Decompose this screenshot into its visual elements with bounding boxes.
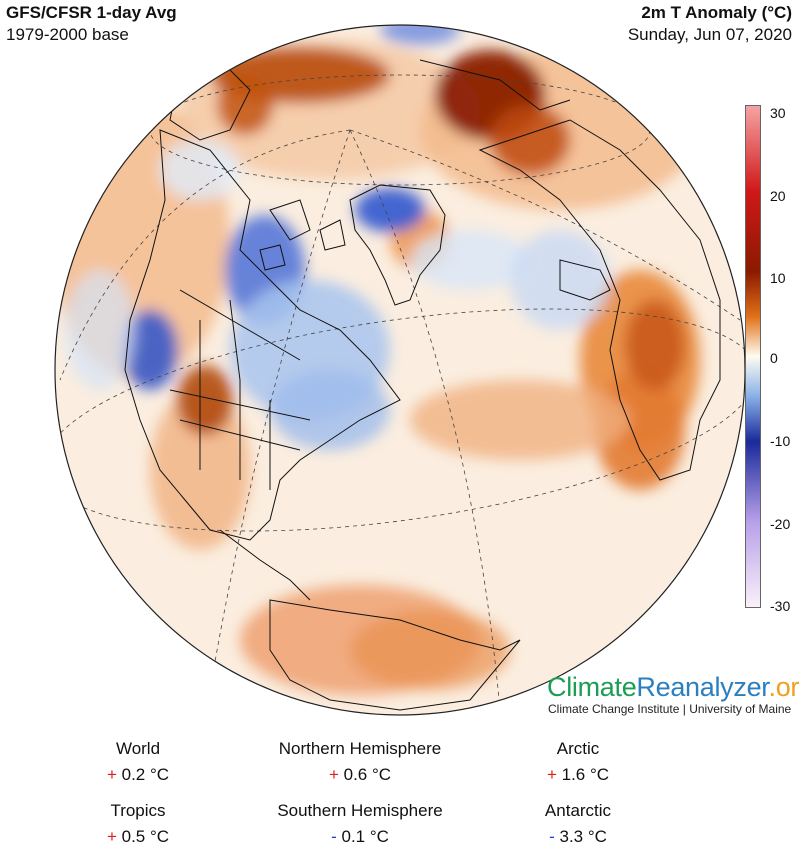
stat-value: + 0.2 °C (18, 764, 258, 786)
colorbar-tick-label: 20 (770, 188, 786, 204)
stat-name: World (115, 739, 161, 758)
stat-sign: + (546, 765, 557, 784)
brand-part-org: .org (768, 672, 800, 702)
brand-part-reanalyzer: Reanalyzer (636, 672, 769, 702)
stat-sign: - (549, 827, 555, 846)
stat-tropics: Tropics + 0.5 °C (18, 800, 258, 848)
map-date: Sunday, Jun 07, 2020 (627, 25, 792, 44)
stat-name: Antarctic (544, 801, 612, 820)
brand-logo[interactable]: ClimateReanalyzer.org (547, 672, 800, 702)
stat-antarctic: Antarctic - 3.3 °C (458, 800, 698, 848)
header-right: 2m T Anomaly (°C) Sunday, Jun 07, 2020 (628, 2, 792, 46)
credit-line: Climate Change Institute | University of… (548, 702, 792, 716)
stat-sign: - (331, 827, 337, 846)
globe-fill (55, 25, 745, 715)
stat-value: + 0.5 °C (18, 826, 258, 848)
colorbar (745, 105, 761, 608)
stat-value: + 1.6 °C (458, 764, 698, 786)
stat-sign: + (106, 765, 117, 784)
stat-number: 3.3 °C (559, 827, 607, 846)
colorbar-tick-label: -20 (770, 516, 791, 532)
map-variable-title: 2m T Anomaly (°C) (641, 3, 792, 22)
stat-northern-hemisphere: Northern Hemisphere + 0.6 °C (240, 738, 480, 786)
stat-number: 0.6 °C (343, 765, 392, 784)
stat-number: 0.2 °C (121, 765, 170, 784)
stat-number: 0.1 °C (341, 827, 389, 846)
colorbar-tick-label: 30 (770, 105, 786, 121)
stat-name: Tropics (110, 801, 166, 820)
stat-sign: + (106, 827, 117, 846)
stat-world: World + 0.2 °C (18, 738, 258, 786)
colorbar-tick-label: 0 (770, 350, 778, 366)
coastlines (124, 59, 721, 711)
colorbar-tick-label: -10 (770, 433, 791, 449)
product-title: GFS/CFSR 1-day Avg (6, 3, 177, 22)
stat-value: - 3.3 °C (458, 826, 698, 848)
colorbar-tick-label: 10 (770, 270, 786, 286)
stat-name: Arctic (556, 739, 600, 758)
stat-number: 1.6 °C (561, 765, 610, 784)
stat-name: Southern Hemisphere (277, 801, 443, 820)
brand-part-climate: Climate (547, 672, 637, 702)
stat-arctic: Arctic + 1.6 °C (458, 738, 698, 786)
stat-southern-hemisphere: Southern Hemisphere - 0.1 °C (240, 800, 480, 848)
colorbar-tick-label: -30 (770, 598, 791, 614)
baseline-period: 1979-2000 base (6, 25, 129, 44)
stat-name: Northern Hemisphere (278, 739, 442, 758)
stat-sign: + (328, 765, 339, 784)
stat-number: 0.5 °C (121, 827, 170, 846)
header-left: GFS/CFSR 1-day Avg 1979-2000 base (6, 2, 177, 46)
stat-value: + 0.6 °C (240, 764, 480, 786)
stat-value: - 0.1 °C (240, 826, 480, 848)
